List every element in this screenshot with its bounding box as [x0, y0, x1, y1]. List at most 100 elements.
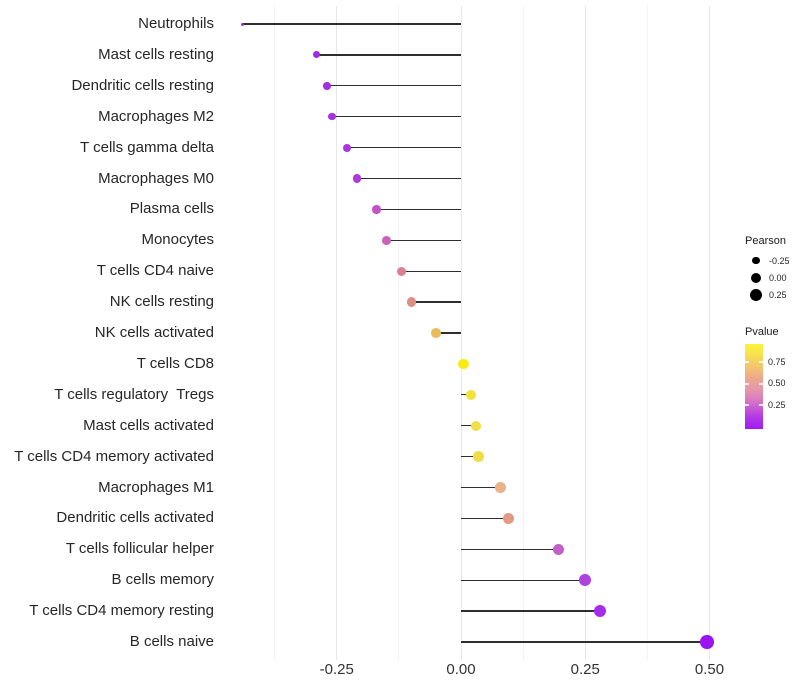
category-label: T cells follicular helper [65, 540, 214, 558]
colorbar-tick-label: 0.75 [768, 356, 786, 367]
x-tick-label: -0.25 [319, 661, 354, 678]
data-point [502, 512, 514, 524]
data-point [327, 112, 336, 121]
colorbar-tick-label: 0.25 [768, 399, 786, 410]
category-label: Mast cells activated [83, 416, 214, 434]
category-label: Macrophages M1 [98, 478, 214, 496]
category-label: T cells regulatory Tregs [54, 385, 214, 403]
data-point [458, 358, 469, 369]
stem-line [461, 641, 707, 643]
category-label: Dendritic cells activated [56, 509, 214, 527]
stem-line [326, 85, 461, 87]
data-point [495, 482, 507, 493]
category-label: B cells memory [111, 571, 214, 589]
data-point [313, 51, 321, 59]
pearson-size-dot-icon [750, 272, 762, 283]
data-point [406, 297, 416, 307]
stem-line [461, 548, 559, 550]
data-point [465, 389, 477, 400]
category-label: T cells CD4 memory activated [14, 447, 214, 465]
data-point [342, 143, 351, 152]
x-tick-label: 0.25 [570, 661, 600, 678]
category-label: T cells CD4 memory resting [29, 602, 214, 620]
size-legend-key [745, 252, 767, 269]
stem-line [401, 270, 461, 272]
data-point [240, 22, 244, 26]
stem-line [461, 517, 509, 520]
data-point [473, 451, 484, 462]
size-legend-label: 0.25 [769, 290, 787, 301]
size-legend-item: 0.25 [745, 287, 790, 304]
colorbar-tick-label: 0.50 [768, 378, 786, 389]
stem-line [356, 177, 461, 180]
category-label: Dendritic cells resting [71, 76, 214, 94]
colorbar-tick [745, 383, 749, 385]
category-label: NK cells activated [94, 324, 214, 341]
size-legend-item: -0.25 [745, 252, 790, 269]
pvalue-color-legend: Pvalue 0.75 0.50 0.25 [745, 326, 800, 434]
data-point [372, 205, 381, 214]
minor-gridline [522, 6, 524, 660]
data-point [579, 574, 592, 587]
category-label: Neutrophils [138, 15, 214, 32]
size-legend-title: Pearson [745, 235, 786, 247]
data-point [323, 82, 331, 90]
size-legend-items: -0.25 0.00 0.25 [745, 252, 790, 304]
category-label: Plasma cells [129, 200, 214, 218]
minor-gridline [398, 6, 400, 660]
stem-line [331, 116, 461, 118]
category-label: T cells CD8 [136, 354, 214, 372]
stem-line [436, 332, 461, 334]
category-label: T cells CD4 naive [96, 262, 214, 280]
category-label: Macrophages M2 [98, 107, 214, 125]
minor-gridline [646, 6, 648, 660]
stem-line [461, 425, 476, 427]
data-point [470, 420, 482, 431]
major-gridline [460, 6, 462, 660]
colorbar-tick [759, 404, 763, 406]
pvalue-colorbar [745, 344, 763, 429]
major-gridline [709, 6, 710, 660]
category-label: B cells naive [129, 633, 214, 650]
stem-line [461, 455, 479, 458]
stem-line [316, 54, 461, 56]
size-legend-label: 0.00 [769, 272, 787, 283]
data-point [594, 605, 607, 618]
colorbar-tick [759, 361, 763, 364]
stem-line [242, 23, 461, 25]
colorbar-tick [745, 361, 749, 364]
stem-line [461, 579, 586, 581]
data-point [382, 235, 391, 245]
data-point [352, 174, 361, 183]
stem-line [461, 610, 601, 612]
data-point [552, 543, 565, 556]
category-label: Macrophages M0 [98, 169, 214, 187]
category-label: T cells gamma delta [80, 138, 214, 156]
minor-gridline [274, 6, 276, 660]
category-label: Mast cells resting [98, 45, 214, 63]
colorbar-tick [759, 383, 763, 385]
size-legend-label: -0.25 [769, 255, 790, 266]
pearson-size-legend: Pearson -0.25 0.00 0.25 [745, 235, 790, 304]
stem-line [386, 239, 461, 241]
major-gridline [584, 6, 586, 660]
pearson-size-dot-icon [752, 256, 760, 265]
size-legend-item: 0.00 [745, 269, 790, 286]
category-label: Monocytes [141, 231, 214, 249]
x-tick-label: 0.00 [446, 661, 476, 678]
major-gridline [336, 6, 338, 660]
stem-line [411, 301, 461, 303]
x-tick-label: 0.50 [694, 661, 725, 678]
stem-line [461, 486, 501, 489]
stem-line [346, 146, 461, 149]
data-point [431, 328, 441, 338]
data-point [396, 266, 406, 276]
pearson-size-dot-icon [750, 289, 762, 302]
stem-line [376, 208, 461, 211]
size-legend-key [745, 287, 767, 304]
category-label: NK cells resting [109, 293, 214, 311]
size-legend-key [745, 269, 767, 286]
data-point [700, 635, 714, 649]
colorbar-tick [745, 404, 749, 406]
